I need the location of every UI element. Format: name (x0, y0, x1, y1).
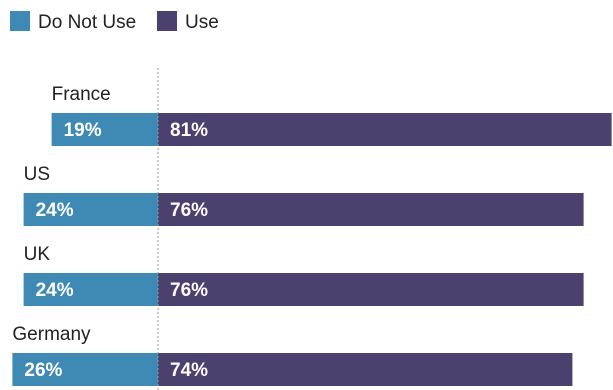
plot-area: France 19% 81% US 24% 76% UK 24% 76% Germany 26% 74… (12, 84, 612, 386)
value-label-use-germany: 74% (170, 360, 208, 381)
bar-row-us: US 24% 76% (23, 164, 584, 226)
bar-row-france: France 19% 81% (51, 84, 612, 146)
legend-label-use: Use (185, 12, 219, 33)
legend-label-do-not-use: Do Not Use (38, 12, 136, 33)
legend: Do Not Use Use (10, 11, 219, 33)
legend-swatch-use (157, 11, 177, 31)
bar-do-not-use-uk (23, 273, 158, 306)
bar-do-not-use-germany (12, 353, 159, 386)
value-label-do-not-use-france: 19% (64, 120, 102, 141)
value-label-do-not-use-germany: 26% (24, 360, 62, 381)
bar-do-not-use-us (23, 193, 158, 226)
value-label-use-us: 76% (170, 200, 208, 221)
value-label-do-not-use-uk: 24% (36, 280, 74, 301)
bar-use-france (158, 113, 612, 146)
bar-use-us (158, 193, 584, 226)
bar-row-germany: Germany 26% 74% (12, 324, 573, 386)
category-label-france: France (52, 84, 111, 105)
bar-row-uk: UK 24% 76% (23, 244, 584, 306)
category-label-germany: Germany (12, 324, 91, 345)
value-label-use-france: 81% (170, 120, 208, 141)
value-label-use-uk: 76% (170, 280, 208, 301)
category-label-us: US (24, 164, 50, 185)
bar-use-germany (158, 353, 573, 386)
bar-use-uk (158, 273, 584, 306)
category-label-uk: UK (24, 244, 51, 265)
value-label-do-not-use-us: 24% (36, 200, 74, 221)
legend-swatch-do-not-use (10, 11, 30, 31)
bar-do-not-use-france (51, 113, 158, 146)
